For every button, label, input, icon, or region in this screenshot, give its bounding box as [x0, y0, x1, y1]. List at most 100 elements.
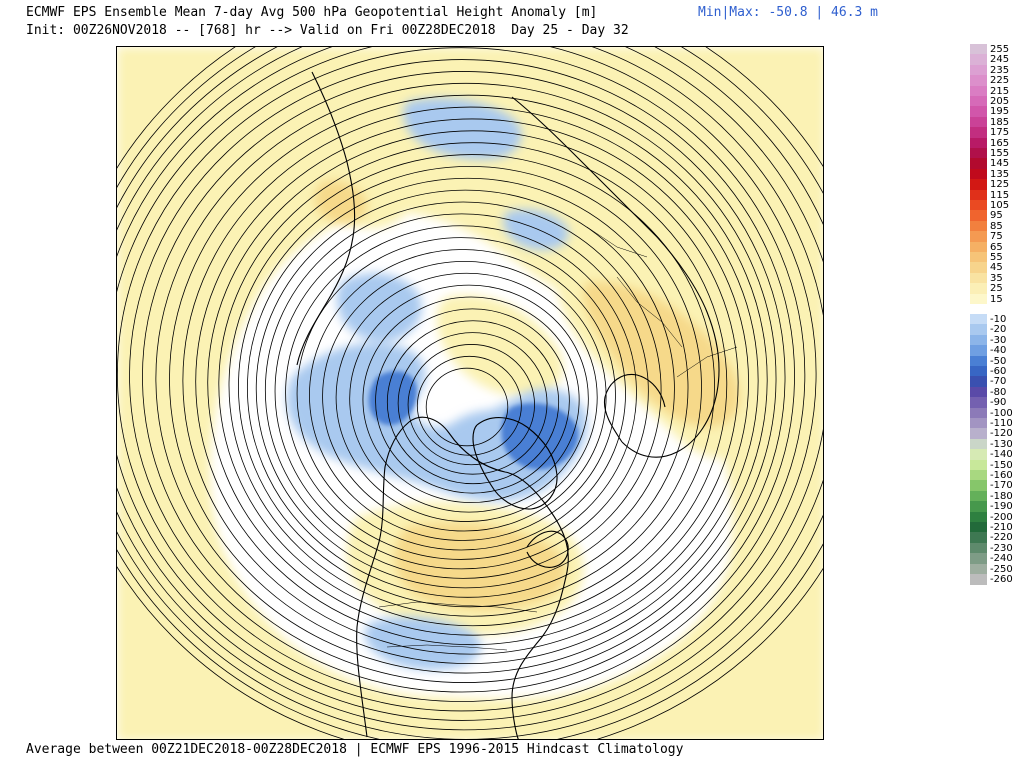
colorbar-swatch	[970, 85, 987, 97]
height-contour-ring	[255, 189, 675, 589]
height-contour-ring	[207, 130, 739, 636]
colorbar-swatch	[970, 480, 987, 492]
colorbar-label: 55	[990, 252, 1003, 263]
height-contour-ring	[386, 320, 560, 485]
colorbar-swatch	[970, 574, 987, 585]
colorbar-label: 155	[990, 148, 1010, 159]
height-contours	[117, 47, 823, 739]
colorbar-swatch	[970, 54, 987, 66]
height-contour-ring	[169, 94, 768, 665]
colorbar-swatch	[970, 553, 987, 565]
colorbar-label: 45	[990, 262, 1003, 274]
colorbar-label: -240	[990, 553, 1013, 565]
colorbar-swatch	[970, 96, 987, 107]
colorbar-swatch	[970, 345, 987, 357]
colorbar-label: 245	[990, 54, 1010, 66]
height-contour-ring	[155, 82, 777, 674]
colorbar-label: -120	[990, 428, 1013, 440]
height-contour-ring	[117, 47, 817, 712]
colorbar-label: 145	[990, 158, 1010, 170]
europe-coast	[603, 373, 666, 443]
colorbar-swatch	[970, 438, 987, 450]
colorbar-swatch	[970, 459, 987, 471]
colorbar-label: -230	[990, 542, 1013, 554]
colorbar-label: 75	[990, 231, 1003, 243]
colorbar-label: 215	[990, 85, 1010, 97]
colorbar-label: 135	[990, 168, 1010, 180]
polar-map	[117, 47, 823, 739]
colorbar-label: 85	[990, 220, 1003, 232]
colorbar-swatch	[970, 428, 987, 440]
colorbar-label: -10	[990, 314, 1007, 325]
height-contour-ring	[117, 47, 806, 702]
init-valid-line: Init: 00Z26NOV2018 -- [768] hr --> Valid…	[26, 23, 629, 38]
coastlines	[296, 71, 720, 739]
colorbar-swatch	[970, 116, 987, 128]
height-contour-ring	[246, 177, 689, 598]
colorbar-swatch	[970, 241, 987, 253]
colorbar-label: 185	[990, 116, 1010, 128]
height-contour-ring	[296, 237, 626, 551]
colorbar-swatch	[970, 449, 987, 461]
height-contour-ring	[309, 249, 616, 541]
colorbar-label: -170	[990, 480, 1013, 492]
colorbar-swatch	[970, 210, 987, 222]
height-contour-ring	[238, 166, 702, 608]
colorbar-swatch	[970, 272, 987, 284]
colorbar-label: -100	[990, 407, 1013, 419]
colorbar-swatch	[970, 262, 987, 274]
colorbar-swatch	[970, 386, 987, 398]
colorbar-swatch	[970, 64, 987, 76]
colorbar-swatch	[970, 148, 987, 159]
positive-anomaly-outer	[117, 47, 823, 739]
colorbar-swatch	[970, 168, 987, 180]
colorbar-label: -80	[990, 386, 1007, 398]
colorbar-label: -110	[990, 418, 1013, 429]
colorbar-label: -190	[990, 501, 1013, 513]
colorbar-label: 115	[990, 189, 1010, 201]
colorbar-swatch	[970, 314, 987, 325]
colorbar-swatch	[970, 293, 987, 305]
colorbar-label: 235	[990, 64, 1010, 76]
map-panel	[116, 46, 824, 740]
colorbar-label: 205	[990, 96, 1010, 107]
height-contour-ring	[335, 272, 598, 522]
negative-anomaly-siberia-north	[403, 98, 522, 160]
colorbar-swatch	[970, 366, 987, 377]
height-contour-ring	[362, 296, 580, 504]
height-contour-ring	[425, 367, 509, 447]
height-contour-ring	[218, 142, 728, 627]
hudson-bay-coast	[526, 530, 569, 568]
colorbar-swatch	[970, 75, 987, 87]
colorbar-label: 225	[990, 75, 1010, 87]
height-contour-ring	[142, 71, 786, 683]
height-contour-ring	[322, 260, 607, 532]
negative-anomaly-barents	[503, 209, 569, 251]
colorbar-label: 175	[990, 127, 1010, 139]
colorbar-label: 65	[990, 241, 1003, 253]
colorbar-label: -140	[990, 449, 1013, 461]
colorbar-swatch	[970, 418, 987, 429]
asia-east-coast	[296, 71, 356, 366]
chart-title: ECMWF EPS Ensemble Mean 7-day Avg 500 hP…	[26, 5, 598, 20]
colorbar-label: -210	[990, 522, 1013, 533]
colorbar-swatch	[970, 334, 987, 346]
colorbar-label: 255	[990, 44, 1010, 55]
negative-anomaly-core	[368, 371, 579, 470]
colorbar-label: -260	[990, 574, 1013, 585]
colorbar-swatch	[970, 158, 987, 170]
colorbar-swatch	[970, 44, 987, 55]
colorbar-label: 25	[990, 283, 1003, 295]
min-max-readout: Min|Max: -50.8 | 46.3 m	[698, 5, 879, 20]
height-contour-ring	[274, 213, 649, 570]
colorbar-label: -200	[990, 511, 1013, 523]
colorbar-swatch	[970, 563, 987, 575]
colorbar-label: 125	[990, 179, 1010, 191]
colorbar-label: 35	[990, 272, 1003, 284]
colorbar-swatch	[970, 397, 987, 409]
colorbar-label: -20	[990, 324, 1007, 336]
colorbar-label: -150	[990, 459, 1013, 471]
colorbar-swatch	[970, 231, 987, 243]
height-contour-ring	[117, 47, 823, 731]
colorbar-swatch	[970, 179, 987, 191]
